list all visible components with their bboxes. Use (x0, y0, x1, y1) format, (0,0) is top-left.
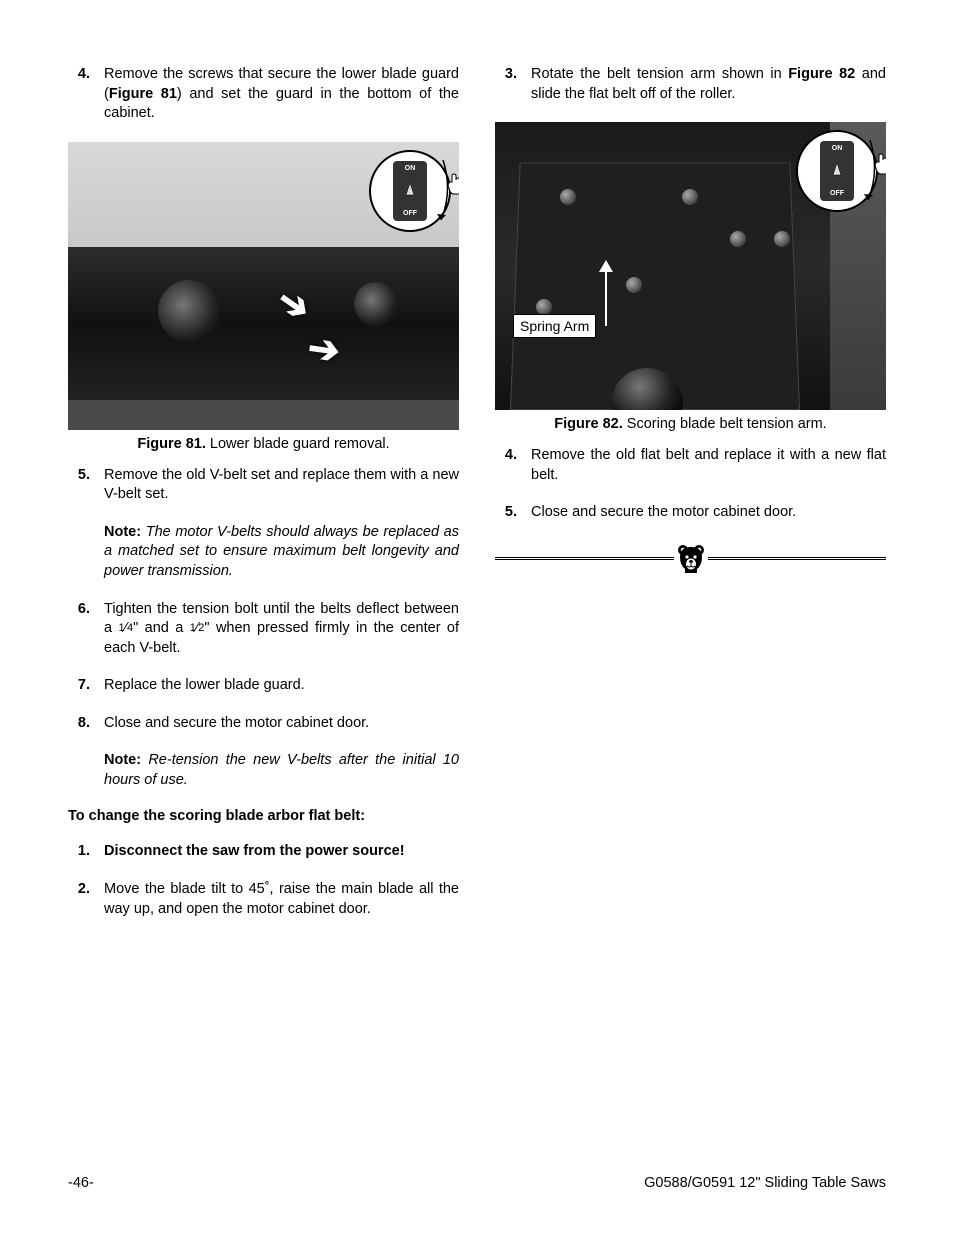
step-number: 3. (495, 65, 517, 104)
step-number: 5. (68, 466, 90, 582)
figure-81-image: ➔ ➔ ON OFF (68, 142, 459, 430)
note-label: Note: (104, 524, 141, 540)
figure-reference: Figure 82 (788, 66, 855, 82)
spring-arm-annotation: Spring Arm (513, 314, 596, 338)
step-number: 6. (68, 600, 90, 659)
scoring-step-2: 2. Move the blade tilt to 45˚, raise the… (68, 880, 459, 919)
step-text: Tighten the tension bolt until the belts… (104, 600, 459, 659)
step-text: Rotate the belt tension arm shown in Fig… (531, 65, 886, 104)
section-end-ornament (495, 543, 886, 575)
step-text: Replace the lower blade guard. (104, 676, 459, 696)
figure-82: Spring Arm ON OFF Figure 82. Scoring bla… (495, 122, 886, 432)
switch-off-label: OFF (403, 210, 417, 217)
switch-off-label: OFF (830, 190, 844, 197)
switch-on-label: ON (832, 145, 843, 152)
step-number: 5. (495, 503, 517, 523)
step-number: 4. (495, 446, 517, 485)
figure-81-caption: Figure 81. Lower blade guard removal. (68, 436, 459, 452)
step-number: 2. (68, 880, 90, 919)
step-7: 7. Replace the lower blade guard. (68, 676, 459, 696)
step-text: Remove the old V-belt set and replace th… (104, 466, 459, 582)
scoring-step-3: 3. Rotate the belt tension arm shown in … (495, 65, 886, 104)
step-text: Move the blade tilt to 45˚, raise the ma… (104, 880, 459, 919)
left-column: 4. Remove the screws that secure the low… (68, 65, 459, 937)
step-text: Close and secure the motor cabinet door. (531, 503, 886, 523)
step-text: Remove the old flat belt and replace it … (531, 446, 886, 485)
page-number: -46- (68, 1175, 94, 1191)
step-number: 1. (68, 842, 90, 862)
bear-icon (676, 543, 706, 575)
scoring-step-1: 1. Disconnect the saw from the power sou… (68, 842, 459, 862)
note-text: The motor V-belts should always be repla… (104, 524, 459, 579)
step-text: Close and secure the motor cabinet door.… (104, 714, 459, 791)
scoring-step-5: 5. Close and secure the motor cabinet do… (495, 503, 886, 523)
page-footer: -46- G0588/G0591 12" Sliding Table Saws (68, 1175, 886, 1191)
step-text: Remove the screws that secure the lower … (104, 65, 459, 124)
figure-81: ➔ ➔ ON OFF Figure 81. Lower blade guard … (68, 142, 459, 452)
step-8: 8. Close and secure the motor cabinet do… (68, 714, 459, 791)
figure-82-caption: Figure 82. Scoring blade belt tension ar… (495, 416, 886, 432)
subheading: To change the scoring blade arbor flat b… (68, 808, 459, 824)
note-label: Note: (104, 752, 141, 768)
power-switch-icon: ON OFF (796, 130, 878, 212)
step-number: 7. (68, 676, 90, 696)
figure-reference: Figure 81 (109, 86, 177, 102)
note-text: Re-tension the new V-belts after the ini… (104, 752, 459, 788)
figure-82-image: Spring Arm ON OFF (495, 122, 886, 410)
step-number: 4. (68, 65, 90, 124)
step-5: 5. Remove the old V-belt set and replace… (68, 466, 459, 582)
step-text: Disconnect the saw from the power source… (104, 842, 459, 862)
document-title: G0588/G0591 12" Sliding Table Saws (644, 1175, 886, 1191)
step-4: 4. Remove the screws that secure the low… (68, 65, 459, 124)
right-column: 3. Rotate the belt tension arm shown in … (495, 65, 886, 937)
step-number: 8. (68, 714, 90, 791)
step-6: 6. Tighten the tension bolt until the be… (68, 600, 459, 659)
power-switch-icon: ON OFF (369, 150, 451, 232)
scoring-step-4: 4. Remove the old flat belt and replace … (495, 446, 886, 485)
switch-on-label: ON (405, 165, 416, 172)
